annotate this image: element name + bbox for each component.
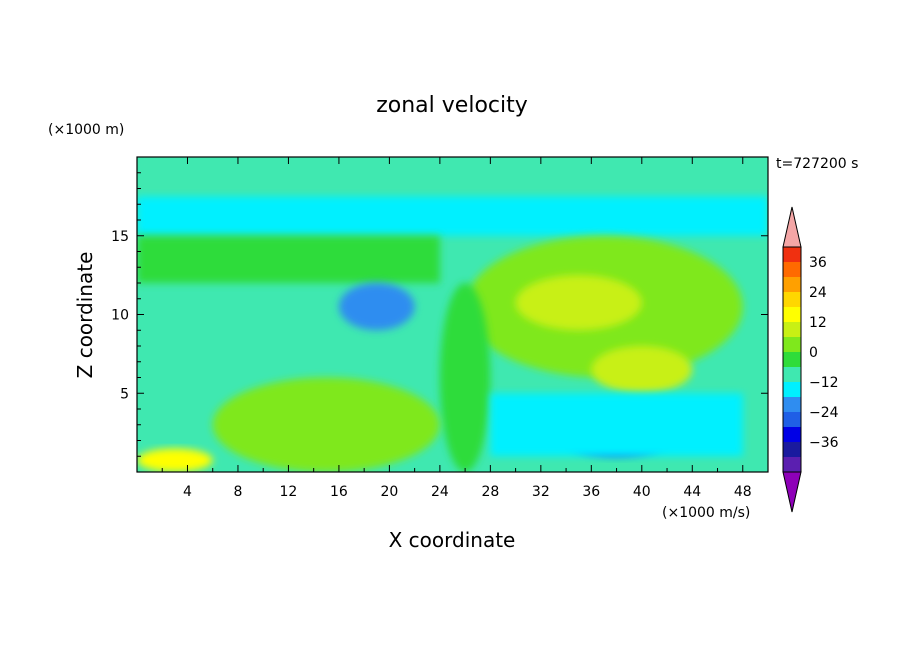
colorbar-swatch: [783, 412, 801, 427]
x-tick-label: 28: [481, 484, 499, 500]
colorbar-swatch: [783, 277, 801, 292]
colorbar-swatch: [783, 262, 801, 277]
x-axis-label: X coordinate: [389, 528, 516, 552]
colorbar-swatch: [783, 292, 801, 307]
x-axis-ticks: 4 8 12 16 20 24 28 32 36 40 44 48: [161, 157, 752, 500]
colorbar-swatch: [783, 322, 801, 337]
x-tick-label: 16: [330, 484, 348, 500]
colorbar-swatch: [783, 337, 801, 352]
contour-region: [338, 283, 415, 331]
contour-region: [490, 393, 743, 457]
colorbar-max-arrow: [782, 206, 802, 248]
colorbar-swatch: [783, 442, 801, 457]
y-tick-label: 10: [111, 308, 129, 324]
contour-region: [137, 235, 440, 283]
colorbar-swatch: [783, 352, 801, 367]
colorbar-swatch: [783, 367, 801, 382]
y-axis-ticks: 5 10 15: [111, 172, 768, 457]
x-tick-label: 4: [183, 484, 192, 500]
x-tick-label: 8: [233, 484, 242, 500]
contour-region: [591, 346, 693, 394]
x-tick-label: 40: [633, 484, 651, 500]
x-tick-label: 48: [734, 484, 752, 500]
contour-region: [137, 448, 213, 472]
x-tick-label: 44: [683, 484, 701, 500]
colorbar-swatch: [783, 382, 801, 397]
colorbar-swatch: [783, 397, 801, 412]
colorbar-tick-label: −12: [809, 375, 839, 391]
colorbar-tick-label: 24: [809, 285, 827, 301]
y-tick-label: 15: [111, 229, 129, 245]
time-label: t=727200 s: [776, 156, 858, 172]
colorbar-tick-label: 12: [809, 315, 827, 331]
colorbar-min-arrow: [782, 471, 802, 513]
contour-region: [515, 275, 642, 331]
colorbar-tick-label: 0: [809, 345, 818, 361]
colorbar: 36 24 12 0 −12 −24 −36: [782, 206, 839, 513]
colorbar-swatch: [783, 307, 801, 322]
x-tick-label: 24: [431, 484, 449, 500]
x-tick-label: 32: [532, 484, 550, 500]
contour-region: [137, 196, 768, 236]
contour-field: [137, 157, 768, 472]
x-tick-label: 36: [582, 484, 600, 500]
y-tick-label: 5: [120, 386, 129, 402]
x-unit-label: (×1000 m/s): [662, 505, 750, 521]
y-unit-label: (×1000 m): [48, 122, 124, 138]
colorbar-swatch: [783, 427, 801, 442]
contour-region: [439, 283, 491, 472]
colorbar-tick-label: −24: [809, 405, 839, 421]
x-tick-label: 12: [280, 484, 298, 500]
x-tick-label: 20: [380, 484, 398, 500]
chart-title: zonal velocity: [376, 93, 528, 118]
colorbar-tick-label: 36: [809, 255, 827, 271]
colorbar-swatch: [783, 457, 801, 472]
contour-region: [212, 377, 440, 472]
y-axis-label: Z coordinate: [73, 252, 97, 379]
colorbar-tick-label: −36: [809, 435, 839, 451]
colorbar-swatch: [783, 247, 801, 262]
